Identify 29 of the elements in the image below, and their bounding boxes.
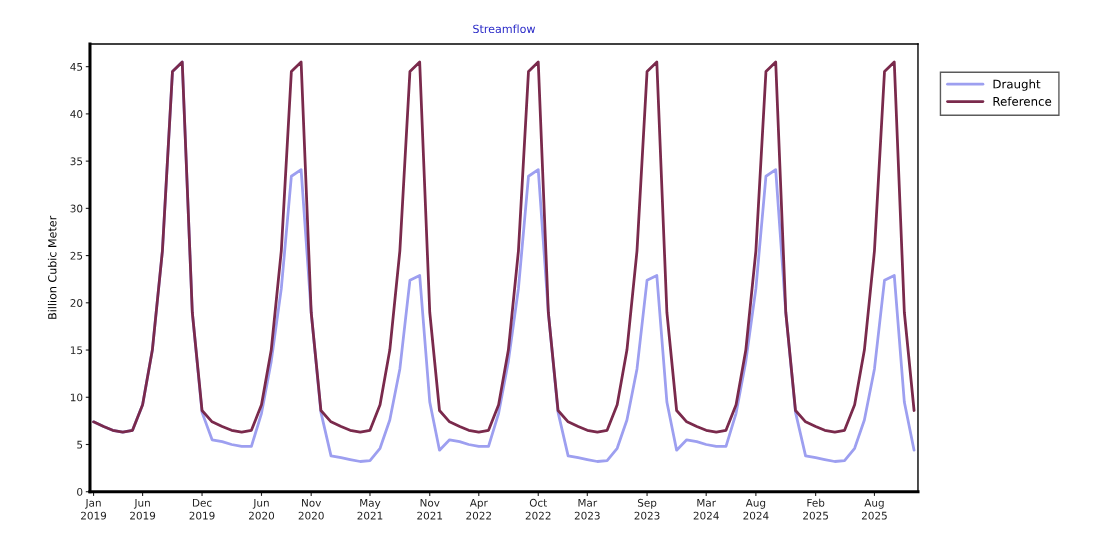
x-tick-label: Nov 2020: [298, 498, 324, 520]
x-tick-label: Aug 2024: [743, 498, 769, 520]
y-tick-label: 25: [70, 251, 83, 260]
y-axis-title: Billion Cubic Meter: [47, 215, 57, 319]
x-tick-label: Apr 2022: [466, 498, 492, 520]
y-tick-label: 45: [70, 63, 83, 71]
y-tick-label: 10: [70, 393, 83, 402]
legend-label: Reference: [993, 96, 1052, 106]
x-tick-label: Aug 2025: [861, 498, 887, 520]
x-tick-label: Sep 2023: [634, 498, 660, 520]
x-tick-label: Feb 2025: [803, 498, 828, 520]
x-tick-label: Jun 2019: [130, 498, 156, 520]
x-tick-label: Mar 2024: [693, 498, 719, 520]
x-tick-label: Mar 2023: [574, 498, 600, 520]
x-tick-label: Oct 2022: [525, 498, 551, 520]
x-tick-label: Jan 2019: [81, 498, 107, 520]
y-tick-label: 30: [70, 204, 83, 213]
y-tick-label: 0: [77, 487, 83, 496]
y-tick-label: 40: [70, 110, 83, 118]
y-tick-label: 20: [70, 299, 83, 307]
x-tick-label: Nov 2021: [417, 498, 443, 520]
x-tick-label: Dec 2019: [189, 498, 215, 520]
x-tick-label: May 2021: [357, 498, 383, 520]
y-tick-label: 35: [70, 157, 83, 166]
x-tick-label: Jun 2020: [249, 498, 275, 520]
legend-label: Draught: [993, 79, 1041, 91]
y-tick-label: 15: [70, 346, 83, 355]
chart-title: Streamflow: [473, 24, 536, 34]
y-tick-label: 5: [77, 440, 83, 449]
